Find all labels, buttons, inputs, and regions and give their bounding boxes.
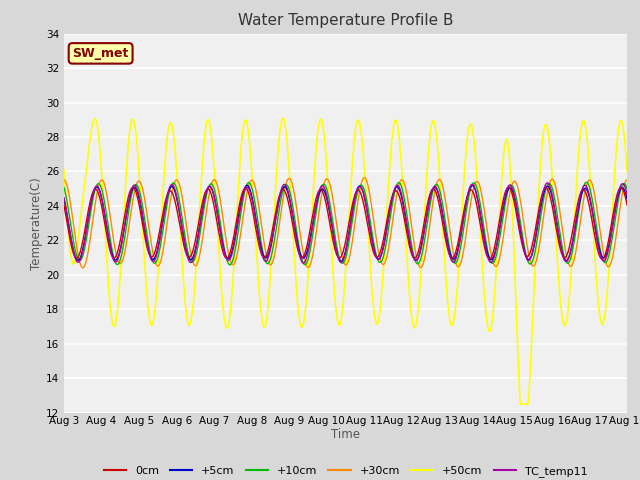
+5cm [243,182,251,188]
+50cm [517,401,525,407]
0cm [208,193,216,199]
TC_temp11 [208,186,216,192]
+30cm [209,178,216,184]
Line: +10cm: +10cm [64,182,627,265]
+5cm [337,258,345,264]
+10cm [582,180,590,185]
+5cm [449,256,456,262]
TC_temp11 [448,258,456,264]
+30cm [394,189,401,195]
+10cm [60,185,68,191]
+10cm [184,248,191,253]
0cm [184,253,191,259]
TC_temp11 [300,260,307,266]
0cm [504,184,512,190]
+10cm [392,183,400,189]
TC_temp11 [543,180,551,186]
Line: TC_temp11: TC_temp11 [64,183,627,263]
TC_temp11 [184,254,191,260]
0cm [573,207,580,213]
+5cm [208,186,216,192]
+5cm [394,184,401,190]
+50cm [623,169,631,175]
X-axis label: Time: Time [331,428,360,441]
+50cm [448,323,456,328]
Line: +50cm: +50cm [64,118,627,404]
+30cm [79,265,86,271]
0cm [598,256,606,262]
TC_temp11 [623,192,631,198]
+50cm [208,137,216,143]
Y-axis label: Temperature(C): Temperature(C) [30,177,43,270]
+50cm [392,118,400,124]
+30cm [184,236,192,242]
+30cm [360,175,368,180]
+10cm [448,255,456,261]
+5cm [339,257,346,263]
+10cm [208,181,216,187]
+30cm [60,177,68,183]
+10cm [226,262,234,268]
0cm [60,203,68,209]
Legend: 0cm, +5cm, +10cm, +30cm, +50cm, TC_temp11: 0cm, +5cm, +10cm, +30cm, +50cm, TC_temp1… [99,461,592,480]
+30cm [573,241,581,247]
+50cm [279,115,287,121]
+30cm [623,177,631,182]
Title: Water Temperature Profile B: Water Temperature Profile B [238,13,453,28]
+5cm [623,196,631,202]
Line: +5cm: +5cm [64,185,627,261]
TC_temp11 [338,259,346,265]
+50cm [184,318,191,324]
Line: 0cm: 0cm [64,187,627,259]
+50cm [573,171,581,177]
0cm [392,188,399,193]
+10cm [573,225,580,230]
+30cm [338,252,346,258]
0cm [447,255,455,261]
TC_temp11 [60,195,68,201]
+5cm [60,197,68,203]
+5cm [573,213,581,219]
+10cm [623,186,631,192]
+50cm [338,313,346,319]
+30cm [449,247,456,253]
0cm [623,203,631,208]
TC_temp11 [392,183,400,189]
+10cm [338,260,346,266]
Line: +30cm: +30cm [64,178,627,268]
+50cm [60,167,68,173]
Text: SW_met: SW_met [72,47,129,60]
0cm [337,254,345,260]
TC_temp11 [573,210,581,216]
+5cm [184,252,191,258]
